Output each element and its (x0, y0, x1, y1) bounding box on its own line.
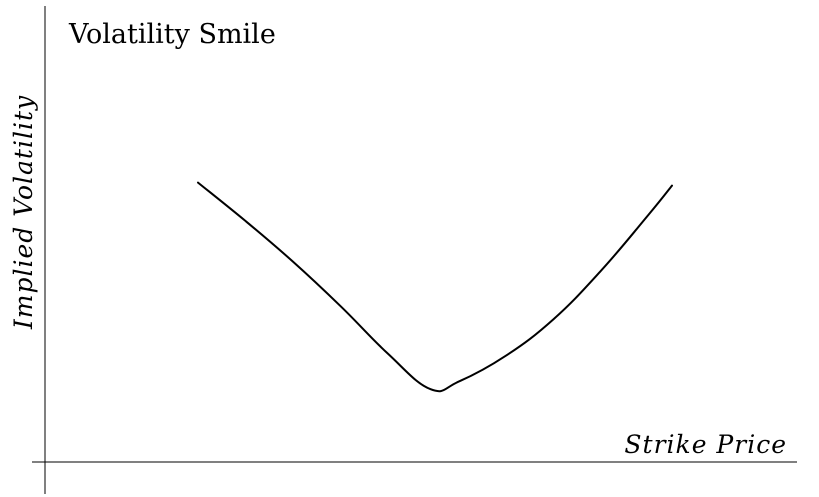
x-axis-label: Strike Price (624, 430, 787, 459)
chart-title: Volatility Smile (68, 19, 276, 50)
smile-curve-series (197, 181, 673, 393)
y-axis-label: Implied Volatility (9, 95, 38, 330)
